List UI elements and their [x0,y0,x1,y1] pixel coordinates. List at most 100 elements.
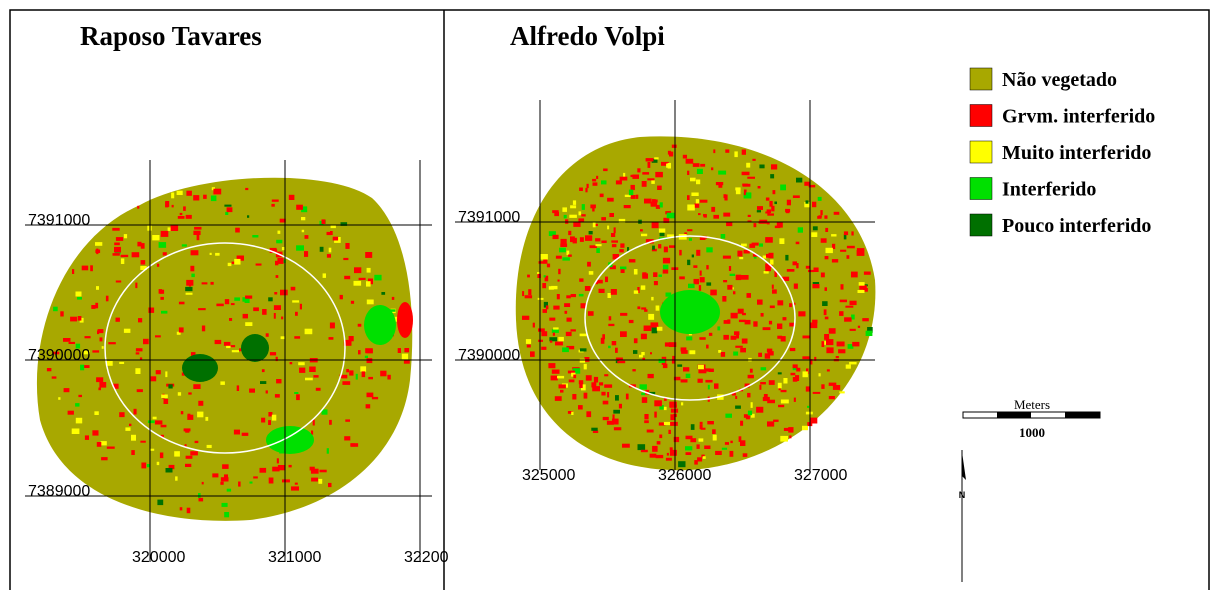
land-cover-patch [153,417,157,420]
land-cover-patch [666,458,672,461]
land-cover-patch [599,382,603,385]
land-cover-patch [713,215,719,219]
land-cover-patch [636,195,639,199]
land-cover-patch [302,230,304,232]
land-cover-patch [380,371,386,377]
land-cover-patch [345,419,350,421]
land-cover-patch [342,375,348,379]
land-cover-patch [579,383,582,388]
land-cover-patch [750,369,753,373]
land-cover-patch [819,373,821,376]
land-cover-patch [789,303,792,307]
land-cover-patch [186,280,193,286]
land-cover-patch [775,226,781,229]
land-cover-patch [551,376,558,381]
land-cover-patch [729,266,731,271]
x-coordinate-label: 325000 [522,467,575,484]
land-cover-patch [637,168,640,172]
land-cover-patch [769,380,775,385]
land-cover-patch [607,392,609,397]
land-cover-patch [611,233,615,237]
land-cover-patch [216,304,223,307]
land-cover-patch [669,245,675,248]
land-cover-patch [721,352,725,357]
x-coordinate-label: 320000 [132,549,185,566]
land-cover-patch [579,211,582,215]
land-cover-patch [268,297,273,301]
x-coordinate-label: 327000 [794,467,847,484]
land-cover-patch [777,324,782,330]
land-cover-patch [715,451,722,455]
land-cover-patch [295,483,298,485]
land-cover-patch [723,335,729,340]
land-cover-patch [294,392,298,394]
land-cover-patch [362,371,366,377]
land-cover-patch [358,324,362,327]
land-cover-patch [642,397,647,403]
land-cover-patch [313,420,315,426]
land-cover-patch [186,293,193,295]
map-title: Raposo Tavares [80,21,262,51]
land-cover-patch [161,311,167,314]
land-cover-patch [601,392,605,396]
land-cover-patch [291,287,296,291]
land-cover-patch [566,295,571,298]
land-cover-patch [569,380,575,383]
land-cover-patch [706,265,708,269]
land-cover-patch [821,273,825,278]
land-cover-patch [780,185,786,191]
land-cover-patch [566,332,572,336]
land-cover-patch [193,195,199,200]
land-cover-patch [193,231,200,235]
land-cover-patch [215,340,222,344]
land-cover-patch [687,229,692,231]
land-cover-patch [692,255,694,258]
land-cover-patch [641,334,647,340]
land-cover-patch [226,345,230,348]
scale-title: Meters [1014,397,1050,412]
land-cover-patch [213,189,221,195]
land-cover-patch [763,256,767,259]
land-cover-patch [808,270,814,272]
land-cover-patch [644,199,652,204]
y-coordinate-label: 7390000 [458,347,520,364]
land-cover-patch [175,476,178,480]
land-cover-patch [770,260,773,265]
land-cover-patch [277,458,279,463]
land-cover-patch [573,200,576,205]
land-cover-patch [147,464,150,467]
land-cover-patch [640,229,643,231]
land-cover-patch [289,465,292,468]
land-cover-patch [690,438,696,442]
land-cover-patch [668,151,671,155]
land-cover-patch [709,333,712,336]
land-cover-patch [119,362,124,364]
land-cover-patch [707,421,714,424]
land-cover-patch [372,397,378,399]
land-cover-patch [538,298,544,300]
land-cover-patch [672,356,675,360]
land-cover-patch [652,446,658,452]
land-cover-patch [198,308,206,310]
legend-label: Interferido [1002,179,1096,201]
land-cover-patch [557,294,560,299]
land-cover-patch [108,342,116,344]
land-cover-patch [657,441,661,444]
land-cover-patch [304,251,308,257]
land-cover-patch [851,272,858,278]
land-cover-patch [664,422,671,425]
land-cover-patch [365,356,368,359]
land-cover-patch [700,271,702,276]
land-cover-patch [207,445,212,448]
land-cover-patch [272,467,279,472]
map-title: Alfredo Volpi [510,21,665,51]
land-cover-patch [298,362,305,365]
land-cover-patch [644,326,652,332]
land-cover-patch [96,286,99,290]
land-cover-patch [668,163,671,169]
land-cover-patch [340,295,343,299]
land-cover-patch [743,453,748,457]
land-cover-patch [725,414,732,418]
land-cover-patch [179,327,184,332]
land-cover-patch [783,378,787,384]
